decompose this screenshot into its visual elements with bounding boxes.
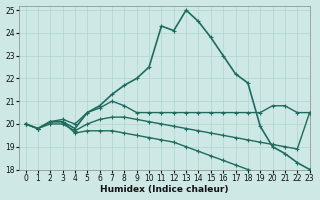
X-axis label: Humidex (Indice chaleur): Humidex (Indice chaleur) <box>100 185 229 194</box>
